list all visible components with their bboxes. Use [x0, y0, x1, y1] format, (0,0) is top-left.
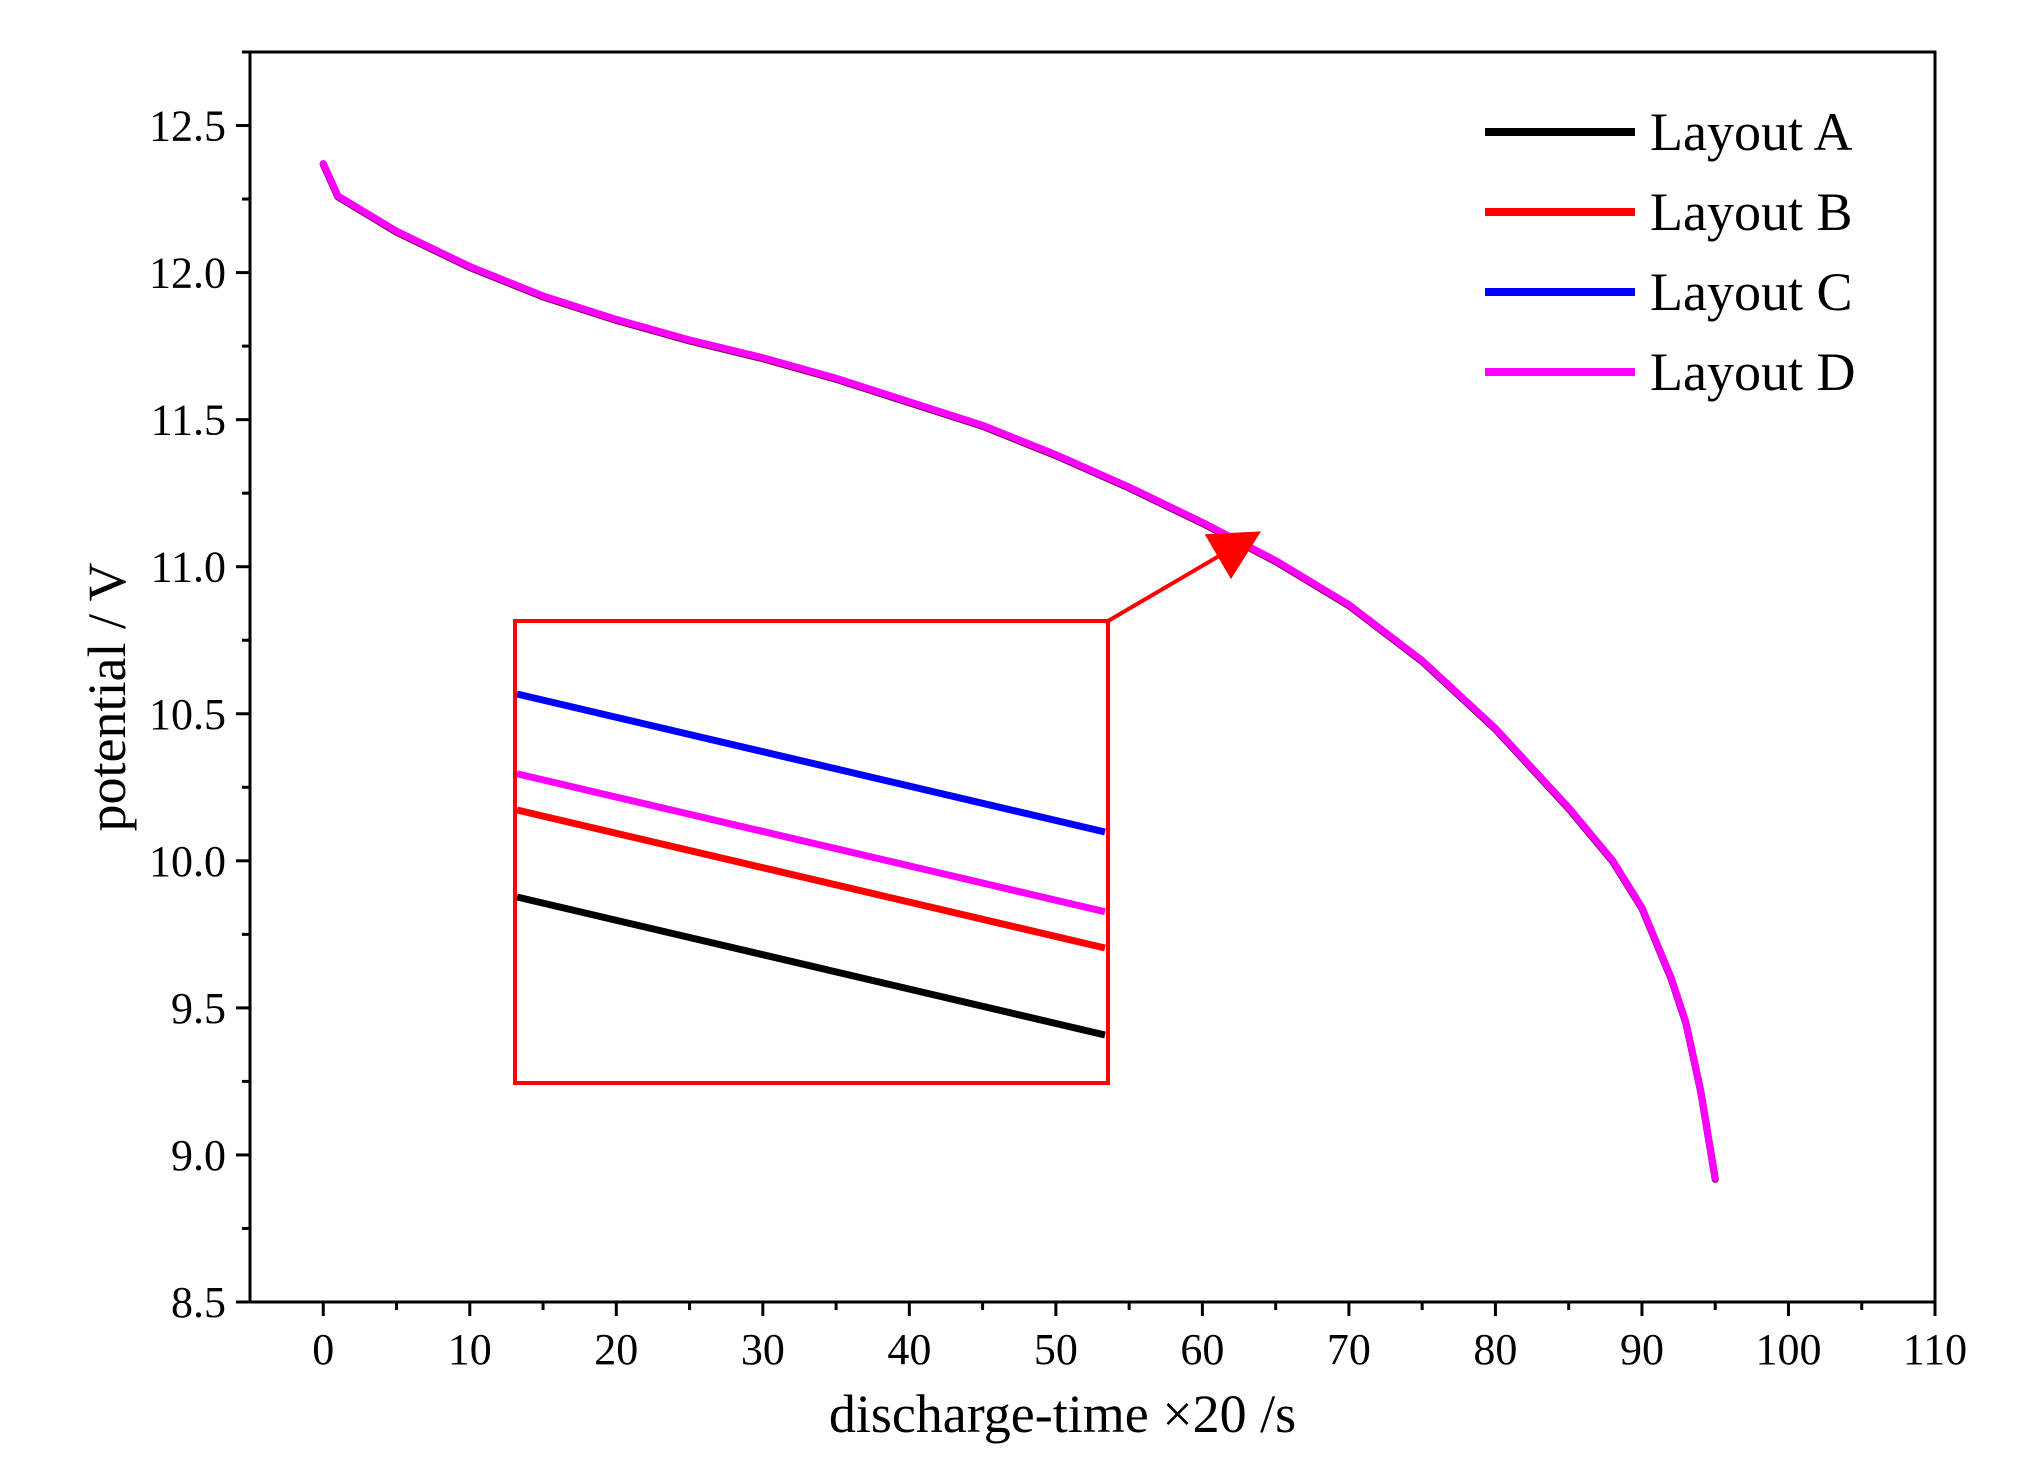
x-tick-label: 0 [312, 1325, 334, 1374]
y-tick-label: 8.5 [171, 1278, 226, 1327]
x-tick-label: 70 [1327, 1325, 1371, 1374]
series-line-layout-d [319, 160, 1719, 1182]
y-tick-label: 9.0 [171, 1131, 226, 1180]
y-axis-title: potential / V [77, 563, 137, 832]
y-axis: 8.5 9.0 9.5 10.0 10.5 11.0 11.5 12.0 12.5 [149, 50, 250, 1327]
y-tick-label: 9.5 [171, 984, 226, 1033]
x-tick-label: 110 [1903, 1325, 1967, 1374]
plot-area [319, 160, 1719, 1183]
axes-frame [248, 50, 1937, 1304]
y-tick-label: 12.0 [149, 249, 226, 298]
legend: Layout A Layout B Layout C Layout D [1485, 102, 1855, 402]
x-axis-title: discharge-time ×20 /s [829, 1384, 1296, 1444]
zoom-box [513, 619, 1110, 1085]
legend-label: Layout B [1650, 182, 1852, 242]
x-tick-label: 40 [887, 1325, 931, 1374]
x-tick-label: 50 [1034, 1325, 1078, 1374]
y-tick-label: 10.5 [149, 690, 226, 739]
y-tick-label: 12.5 [149, 102, 226, 151]
x-tick-label: 20 [594, 1325, 638, 1374]
y-tick-label: 10.0 [149, 837, 226, 886]
zoom-arrow-line [1106, 554, 1219, 623]
x-tick-label: 100 [1755, 1325, 1821, 1374]
legend-label: Layout C [1650, 262, 1852, 322]
legend-label: Layout D [1650, 342, 1855, 402]
inset-line-layout-b [516, 806, 1106, 952]
y-tick-label: 11.5 [151, 396, 226, 445]
y-tick-label: 11.0 [151, 543, 226, 592]
x-tick-label: 10 [448, 1325, 492, 1374]
inset-line-layout-a [516, 893, 1106, 1039]
zoom-inset [513, 531, 1261, 1085]
inset-line-layout-d [516, 770, 1106, 916]
x-tick-label: 90 [1620, 1325, 1664, 1374]
x-tick-label: 30 [741, 1325, 785, 1374]
inset-line-layout-c [516, 690, 1106, 836]
x-tick-label: 80 [1473, 1325, 1517, 1374]
zoom-arrow-head [1204, 531, 1261, 580]
legend-label: Layout A [1650, 102, 1852, 162]
x-axis: 0 10 20 30 40 50 60 70 80 90 100 110 [312, 1302, 1967, 1374]
x-tick-label: 60 [1180, 1325, 1224, 1374]
